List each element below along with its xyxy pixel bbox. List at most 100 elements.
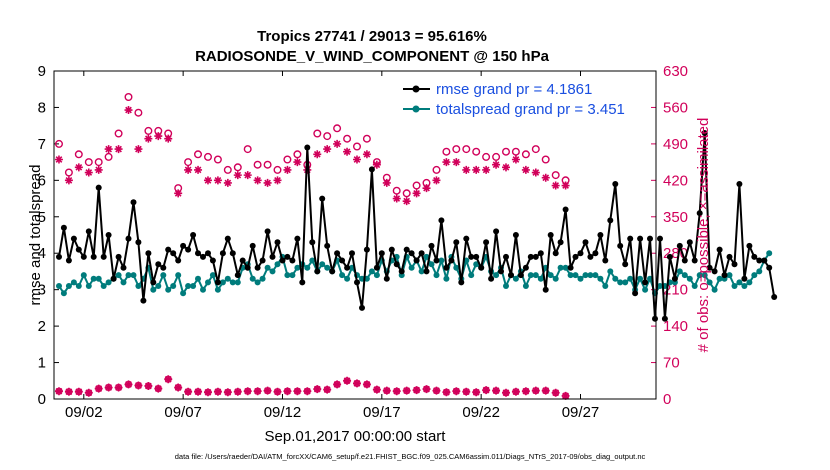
totalspread-point xyxy=(115,272,122,279)
obs-assimilated-point xyxy=(323,145,332,154)
rmse-point xyxy=(542,286,549,293)
rmse-point xyxy=(200,253,206,260)
obs-rejected-ring xyxy=(214,388,222,396)
obs-rejected-ring xyxy=(472,388,480,396)
obs-assimilated-point xyxy=(174,189,183,198)
rmse-point xyxy=(403,246,410,253)
y-tick-label: 7 xyxy=(38,136,46,153)
rmse-point xyxy=(393,261,400,268)
obs-rejected-point xyxy=(492,386,501,395)
obs-possible-point xyxy=(253,160,262,169)
totalspread-point xyxy=(269,268,276,275)
rmse-point xyxy=(478,264,485,271)
rmse-point xyxy=(731,261,738,268)
rmse-point xyxy=(418,250,425,257)
obs-rejected-point xyxy=(462,387,471,396)
obs-assimilated-point xyxy=(273,176,282,185)
rmse-point xyxy=(378,250,385,257)
obs-assimilated-point xyxy=(243,171,252,180)
totalspread-point xyxy=(433,272,440,279)
rmse-point xyxy=(359,304,365,311)
rmse-point xyxy=(249,242,256,249)
obs-possible-point xyxy=(293,150,302,159)
obs-possible-point xyxy=(55,139,64,148)
y-tick-label-right: 140 xyxy=(663,318,688,335)
rmse-point xyxy=(547,232,554,238)
totalspread-point xyxy=(294,264,301,271)
obs-possible-point xyxy=(392,186,401,195)
plot-frame xyxy=(53,70,657,400)
obs-rejected-point xyxy=(501,388,510,397)
rmse-point xyxy=(413,257,420,264)
obs-rejected-ring xyxy=(303,387,311,395)
totalspread-point xyxy=(224,275,231,282)
obs-rejected-series xyxy=(54,375,570,400)
totalspread-point xyxy=(567,272,574,279)
obs-rejected-ring xyxy=(482,386,490,394)
rmse-point xyxy=(234,272,241,279)
obs-possible-point xyxy=(84,158,93,167)
obs-possible-series xyxy=(55,92,570,198)
rmse-point xyxy=(244,264,251,271)
obs-assimilated-point xyxy=(134,145,143,154)
obs-rejected-ring xyxy=(323,386,331,394)
obs-rejected-point xyxy=(293,387,302,396)
obs-possible-point xyxy=(511,147,520,156)
obs-rejected-ring xyxy=(422,385,431,393)
obs-rejected-point xyxy=(352,379,361,388)
obs-possible-point xyxy=(203,152,212,161)
obs-assimilated-point xyxy=(382,178,391,187)
rmse-point xyxy=(537,250,544,257)
totalspread-point xyxy=(428,261,435,268)
chart-title: Tropics 27741 / 29013 = 95.616% xyxy=(257,28,487,45)
rmse-point xyxy=(632,290,639,297)
totalspread-point xyxy=(125,272,132,279)
rmse-point xyxy=(165,246,172,253)
obs-assimilated-point xyxy=(124,106,133,115)
rmse-point xyxy=(219,250,226,257)
y-axis-label: rmse and totalspread xyxy=(27,165,44,306)
rmse-point xyxy=(170,250,177,257)
totalspread-point xyxy=(60,290,67,297)
obs-rejected-ring xyxy=(254,387,262,395)
obs-rejected-point xyxy=(273,387,282,396)
totalspread-point xyxy=(190,283,197,289)
x-axis-label: Sep.01,2017 00:00:00 start xyxy=(265,428,447,445)
obs-assimilated-point xyxy=(551,181,560,190)
totalspread-point xyxy=(696,272,703,279)
rmse-point xyxy=(761,257,768,264)
rmse-point xyxy=(75,246,82,253)
obs-rejected-point xyxy=(184,387,193,396)
rmse-point xyxy=(661,315,668,322)
totalspread-point xyxy=(537,275,544,282)
rmse-point xyxy=(706,264,713,271)
totalspread-point xyxy=(219,279,226,286)
rmse-point xyxy=(155,261,162,268)
totalspread-point xyxy=(80,272,87,279)
obs-possible-point xyxy=(263,160,272,169)
rmse-point xyxy=(160,264,167,271)
y-tick-label: 3 xyxy=(38,282,46,299)
rmse-point xyxy=(383,275,390,282)
totalspread-point xyxy=(95,275,102,282)
rmse-point xyxy=(304,144,311,151)
rmse-point xyxy=(532,253,539,260)
totalspread-point xyxy=(587,272,594,279)
obs-rejected-ring xyxy=(65,388,73,396)
rmse-point xyxy=(751,253,758,260)
totalspread-point xyxy=(473,261,480,268)
obs-rejected-ring xyxy=(85,389,93,397)
obs-assimilated-point xyxy=(362,150,371,159)
obs-rejected-ring xyxy=(204,388,212,396)
obs-rejected-point xyxy=(253,387,262,396)
totalspread-point xyxy=(309,257,316,264)
obs-rejected-ring xyxy=(542,387,550,395)
obs-possible-point xyxy=(362,134,371,143)
totalspread-point xyxy=(150,286,157,293)
obs-rejected-point xyxy=(511,387,520,396)
obs-assimilated-point xyxy=(313,150,322,159)
totalspread-point xyxy=(468,272,475,279)
obs-assimilated-point xyxy=(343,147,352,156)
obs-rejected-point xyxy=(283,387,292,396)
totalspread-point xyxy=(135,283,142,289)
